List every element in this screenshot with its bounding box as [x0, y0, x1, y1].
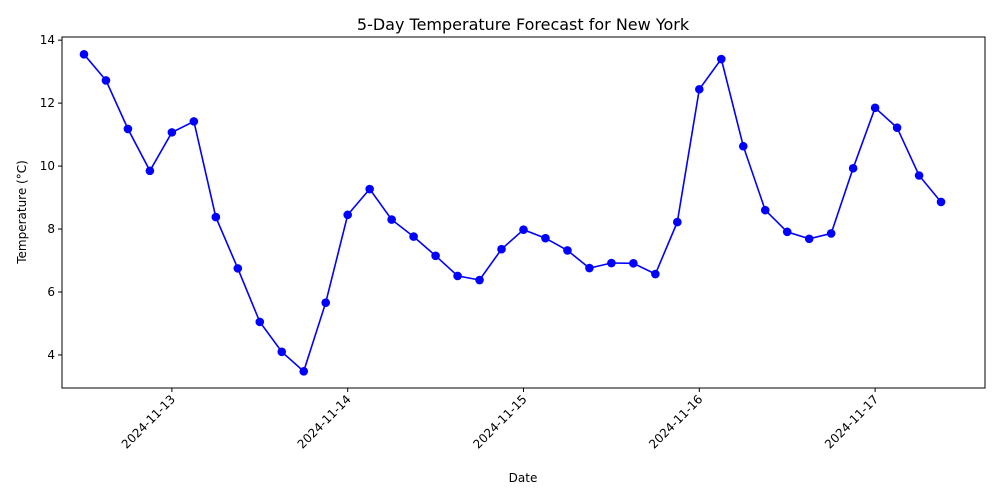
data-point	[101, 76, 111, 85]
data-point	[145, 166, 155, 176]
data-point	[497, 244, 506, 254]
series-line	[83, 53, 942, 373]
data-point	[870, 103, 880, 113]
y-tick-label: 4	[47, 348, 55, 362]
data-point	[651, 269, 660, 279]
data-point	[343, 210, 352, 220]
data-point	[431, 251, 440, 261]
data-point	[892, 123, 902, 132]
data-point	[760, 205, 770, 215]
data-point	[519, 225, 528, 234]
data-point	[167, 128, 177, 137]
data-point	[387, 215, 396, 224]
data-point	[826, 229, 836, 238]
data-point	[936, 197, 946, 207]
series-markers	[79, 50, 946, 376]
data-point	[541, 233, 550, 243]
data-point	[277, 347, 287, 357]
y-tick-label: 10	[40, 159, 55, 173]
x-axis-label: Date	[509, 471, 538, 485]
data-point	[365, 184, 374, 194]
chart-title: 5-Day Temperature Forecast for New York	[357, 15, 690, 34]
data-point	[299, 367, 309, 376]
data-point	[695, 84, 704, 94]
data-point	[255, 317, 265, 327]
data-point	[233, 264, 243, 273]
data-point	[629, 259, 638, 268]
data-point	[475, 275, 484, 285]
data-point	[914, 171, 924, 180]
data-point	[189, 117, 199, 126]
data-point	[782, 227, 792, 237]
data-point	[716, 54, 726, 64]
data-point	[123, 124, 133, 134]
data-point	[409, 232, 418, 241]
data-point	[585, 263, 594, 273]
data-point	[848, 163, 858, 173]
y-axis: 4 6 8 10 12 14	[40, 33, 62, 362]
y-axis-label: Temperature (°C)	[15, 160, 29, 265]
data-point	[607, 258, 616, 268]
y-tick-label: 14	[40, 33, 55, 47]
plot-frame	[61, 36, 986, 389]
data-point	[211, 212, 221, 222]
data-point	[804, 234, 814, 244]
y-tick-label: 8	[47, 222, 55, 236]
data-point	[738, 141, 748, 151]
data-point	[453, 271, 462, 281]
data-point	[79, 50, 89, 59]
data-point	[673, 217, 682, 227]
data-point	[563, 246, 572, 255]
y-tick-label: 12	[40, 96, 55, 110]
y-tick-label: 6	[47, 285, 55, 299]
data-point	[321, 298, 331, 307]
